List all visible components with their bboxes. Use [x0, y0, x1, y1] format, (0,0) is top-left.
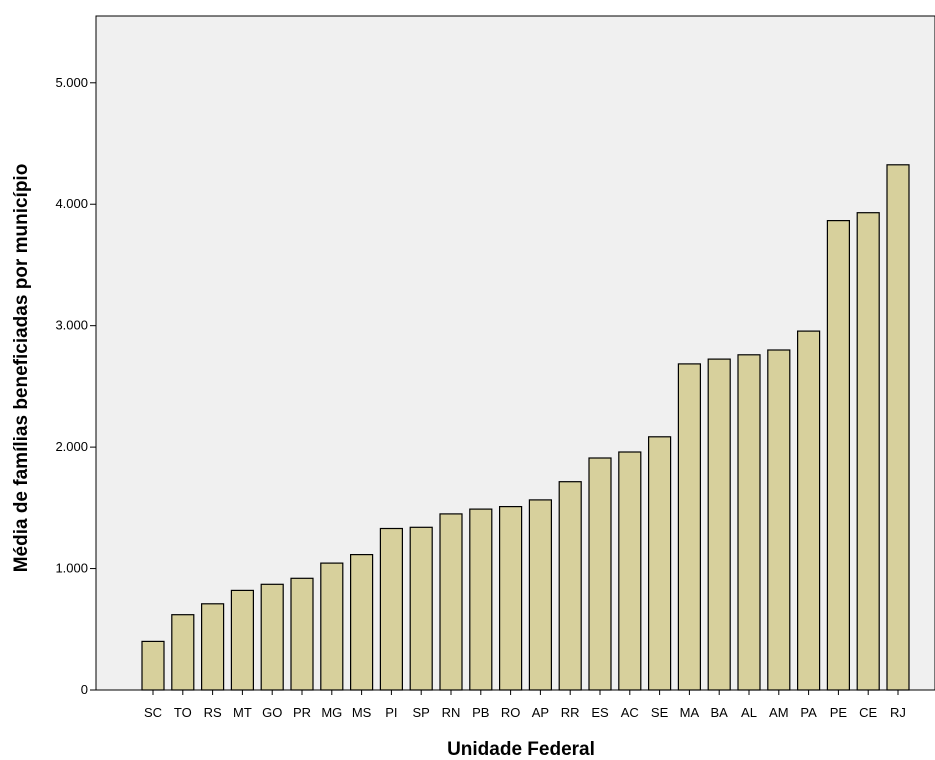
bar-ro — [499, 506, 523, 691]
x-tick-label: MA — [680, 705, 700, 720]
y-tick-label: 4.000 — [55, 196, 88, 211]
x-tick-label: RR — [561, 705, 580, 720]
x-tick-label: RS — [204, 705, 222, 720]
bar-ms — [350, 553, 374, 691]
bar-ac — [618, 451, 642, 691]
x-tick-label: PE — [830, 705, 848, 720]
x-tick-label: SC — [144, 705, 162, 720]
bar-se — [647, 436, 672, 691]
x-tick-label: SE — [651, 705, 669, 720]
bar-pi — [379, 527, 403, 691]
bar-pe — [826, 220, 851, 691]
x-tick-label: MS — [352, 705, 372, 720]
x-tick-label: SP — [413, 705, 430, 720]
bar-pa — [796, 330, 821, 691]
x-tick-label: PB — [472, 705, 489, 720]
x-tick-label: TO — [174, 705, 192, 720]
bar-al — [737, 354, 761, 691]
y-tick-label: 2.000 — [55, 439, 88, 454]
x-tick-label: PI — [385, 705, 397, 720]
bar-rj — [886, 164, 910, 691]
bar-ap — [528, 499, 553, 691]
bars-group — [141, 164, 910, 691]
y-tick-label: 5.000 — [55, 75, 88, 90]
x-tick-label: GO — [262, 705, 282, 720]
bar-ce — [856, 212, 880, 691]
bar-mg — [320, 562, 344, 691]
x-tick-label: ES — [591, 705, 609, 720]
bar-sp — [409, 526, 433, 691]
x-tick-label: PR — [293, 705, 311, 720]
bar-ma — [677, 363, 702, 691]
x-tick-label: RO — [501, 705, 521, 720]
y-axis-title: Média de famílias beneficiadas por munic… — [11, 164, 32, 573]
bar-am — [767, 349, 791, 691]
x-axis-title: Unidade Federal — [447, 739, 595, 760]
bar-mt — [230, 589, 254, 691]
y-tick-label: 1.000 — [55, 561, 88, 576]
bar-pb — [469, 508, 493, 691]
bar-sc — [141, 640, 165, 691]
x-tick-label: PA — [800, 705, 817, 720]
y-tick-label: 0 — [81, 682, 88, 697]
x-tick-label: CE — [859, 705, 877, 720]
x-ticks: SC TO RS MT GO PR MG MS PI SP RN PB RO AP RR ES AC SE MA BA… — [144, 690, 906, 720]
x-tick-label: AL — [741, 705, 757, 720]
x-tick-label: MT — [233, 705, 252, 720]
x-tick-label: RN — [442, 705, 461, 720]
bar-pr — [290, 577, 314, 691]
x-tick-label: MG — [321, 705, 342, 720]
bar-es — [588, 457, 612, 691]
bar-rn — [439, 513, 463, 691]
x-tick-label: AM — [769, 705, 789, 720]
bar-to — [171, 614, 195, 691]
bar-rs — [201, 603, 225, 691]
x-tick-label: RJ — [890, 705, 906, 720]
x-tick-label: AC — [621, 705, 639, 720]
bar-ba — [707, 358, 731, 691]
bar-go — [260, 583, 284, 691]
bar-rr — [558, 481, 582, 691]
x-tick-label: BA — [711, 705, 729, 720]
x-tick-label: AP — [532, 705, 549, 720]
y-ticks: 0 1.000 2.000 3.000 4.000 5.000 — [55, 75, 96, 697]
y-tick-label: 3.000 — [55, 318, 88, 333]
